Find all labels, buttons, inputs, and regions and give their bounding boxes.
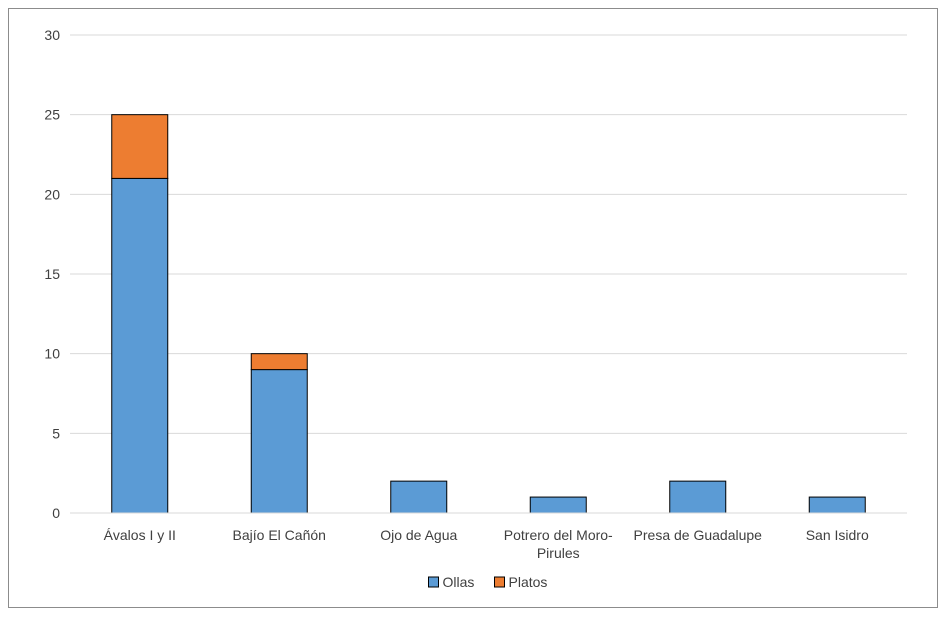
bar-ollas [808, 496, 866, 514]
y-tick-label: 0 [52, 505, 60, 521]
y-tick-label: 20 [44, 186, 60, 202]
legend: Ollas Platos [428, 574, 548, 590]
legend-label-platos: Platos [509, 574, 548, 590]
y-tick-label: 25 [44, 107, 60, 123]
x-tick-label: San Isidro [806, 527, 869, 543]
bar-platos [111, 114, 169, 179]
x-tick-label: Bajío El Cañón [233, 527, 326, 543]
legend-swatch-ollas [428, 576, 439, 588]
y-tick-label: 5 [52, 425, 60, 441]
y-tick-label: 30 [44, 27, 60, 43]
bar-ollas [390, 480, 448, 514]
bar-platos [250, 353, 308, 371]
bar-ollas [111, 177, 169, 514]
x-tick-label: Ávalos I y II [104, 527, 176, 543]
bars [111, 114, 866, 514]
x-tick-label: Ojo de Agua [380, 527, 457, 543]
x-tick-label: Presa de Guadalupe [634, 527, 763, 543]
y-tick-label: 15 [44, 266, 60, 282]
bar-ollas [529, 496, 587, 514]
axes: 0 5 10 15 20 25 30 Ávalos I y II Bajío El Cañón O… [44, 27, 907, 561]
legend-swatch-platos [494, 576, 505, 588]
y-tick-label: 10 [44, 346, 60, 362]
gridlines [70, 34, 907, 434]
x-tick-label: Potrero del Moro-Pirules [504, 527, 613, 561]
bar-ollas [669, 480, 727, 514]
legend-label-ollas: Ollas [443, 574, 475, 590]
bar-ollas [250, 369, 308, 514]
